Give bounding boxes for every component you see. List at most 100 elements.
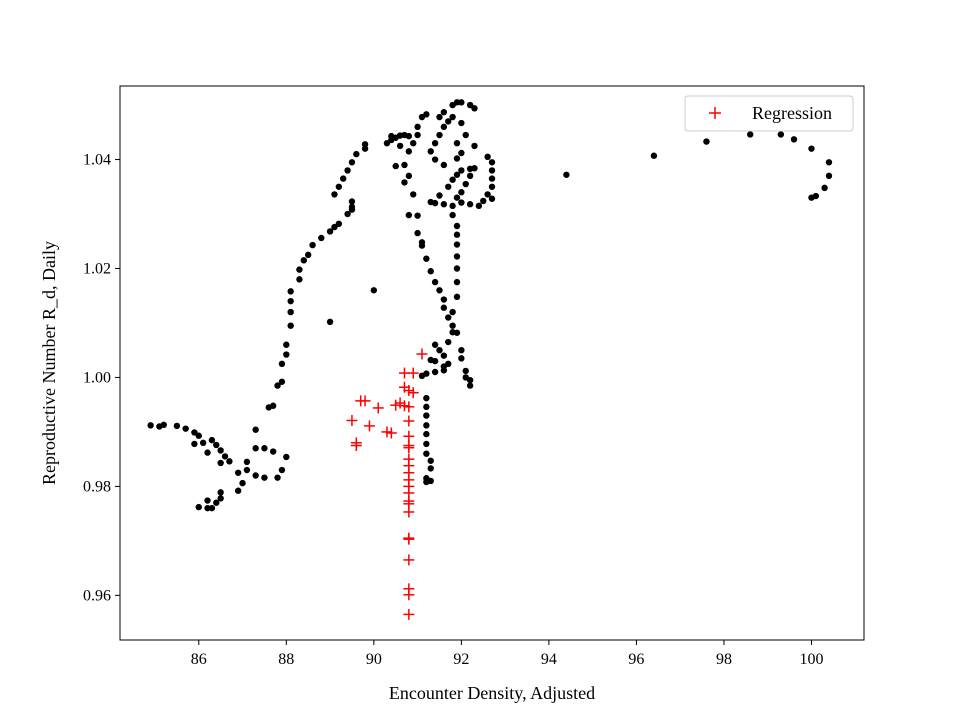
regression-point <box>385 427 397 439</box>
data-point <box>414 229 421 237</box>
data-point <box>466 376 474 384</box>
data-point <box>449 211 456 219</box>
x-tick-label: 100 <box>799 651 823 668</box>
data-point <box>243 466 251 474</box>
data-point <box>440 123 448 131</box>
data-point <box>405 132 413 140</box>
data-point <box>488 183 496 190</box>
data-point <box>278 378 286 385</box>
x-tick-label: 92 <box>453 651 469 668</box>
data-point <box>414 212 421 219</box>
data-point <box>453 222 461 230</box>
data-point <box>423 430 430 438</box>
data-point <box>283 453 290 461</box>
data-point <box>213 499 220 506</box>
data-point <box>449 202 456 210</box>
legend-label-regression: Regression <box>752 103 832 123</box>
data-point <box>309 241 316 249</box>
data-point <box>440 352 448 359</box>
data-point <box>453 278 461 286</box>
data-point <box>401 161 408 169</box>
data-point <box>427 477 434 485</box>
regression-point <box>363 420 375 432</box>
data-point <box>453 99 461 106</box>
data-point <box>269 402 277 409</box>
data-point <box>458 189 465 196</box>
data-point <box>261 445 268 452</box>
data-point <box>182 425 189 432</box>
data-point <box>396 142 404 150</box>
data-point <box>217 459 224 467</box>
y-axis-ticks: 0.96 0.98 1.00 1.02 1.04 <box>83 152 120 604</box>
legend: Regression <box>684 95 854 132</box>
data-point <box>418 242 426 249</box>
data-point <box>243 458 251 466</box>
data-point <box>436 131 443 139</box>
regression-point <box>390 399 402 411</box>
regression-point <box>403 442 415 454</box>
data-point <box>423 450 430 457</box>
regression-point <box>403 401 415 413</box>
data-point <box>462 367 469 375</box>
data-point <box>427 356 434 364</box>
data-point <box>195 432 202 439</box>
data-point <box>466 172 474 180</box>
data-point <box>458 149 465 157</box>
data-point <box>449 322 456 329</box>
data-point <box>370 287 378 294</box>
data-point <box>449 176 456 183</box>
data-point <box>405 172 413 180</box>
data-point <box>383 139 391 147</box>
x-axis-ticks: 86 88 90 92 94 96 98 100 <box>191 640 823 668</box>
data-point <box>821 184 828 192</box>
data-point <box>405 211 413 219</box>
data-point <box>475 202 483 210</box>
data-point <box>471 165 478 172</box>
data-point <box>361 141 369 148</box>
data-point <box>423 255 430 262</box>
data-point <box>204 497 211 504</box>
data-point <box>427 465 434 472</box>
data-point <box>431 156 439 163</box>
plot-frame <box>119 85 865 641</box>
data-point <box>458 99 465 106</box>
data-point <box>453 194 461 201</box>
y-tick-label: 1.02 <box>83 260 111 277</box>
data-point <box>777 131 785 138</box>
data-point <box>331 191 338 198</box>
data-point <box>825 172 833 180</box>
data-point <box>278 466 286 474</box>
data-point <box>825 159 833 166</box>
data-point <box>453 241 461 248</box>
data-point <box>401 179 408 186</box>
data-point <box>458 355 465 362</box>
x-axis-label: Encounter Density, Adjusted <box>389 683 595 703</box>
data-point <box>440 296 448 303</box>
data-point <box>348 159 356 166</box>
data-point <box>344 167 351 174</box>
data-point <box>204 449 211 456</box>
data-point <box>287 288 294 295</box>
data-point <box>344 210 351 218</box>
regression-point <box>403 554 415 566</box>
data-point <box>300 257 308 264</box>
y-tick-label: 1.00 <box>83 369 111 386</box>
data-point <box>217 489 224 496</box>
x-tick-label: 90 <box>366 651 382 668</box>
data-point <box>445 118 452 125</box>
y-tick-label: 1.04 <box>83 152 111 169</box>
data-point <box>217 495 224 502</box>
data-point <box>423 440 430 448</box>
data-point <box>650 152 658 159</box>
data-point <box>410 191 417 198</box>
data-point <box>431 341 439 348</box>
data-point <box>278 360 286 368</box>
data-point <box>466 201 474 208</box>
data-point <box>353 150 360 158</box>
regression-point <box>359 395 371 407</box>
data-point <box>436 113 443 121</box>
regression-point <box>403 506 415 518</box>
data-point <box>484 153 491 161</box>
data-point <box>431 368 439 376</box>
data-point <box>453 139 461 147</box>
